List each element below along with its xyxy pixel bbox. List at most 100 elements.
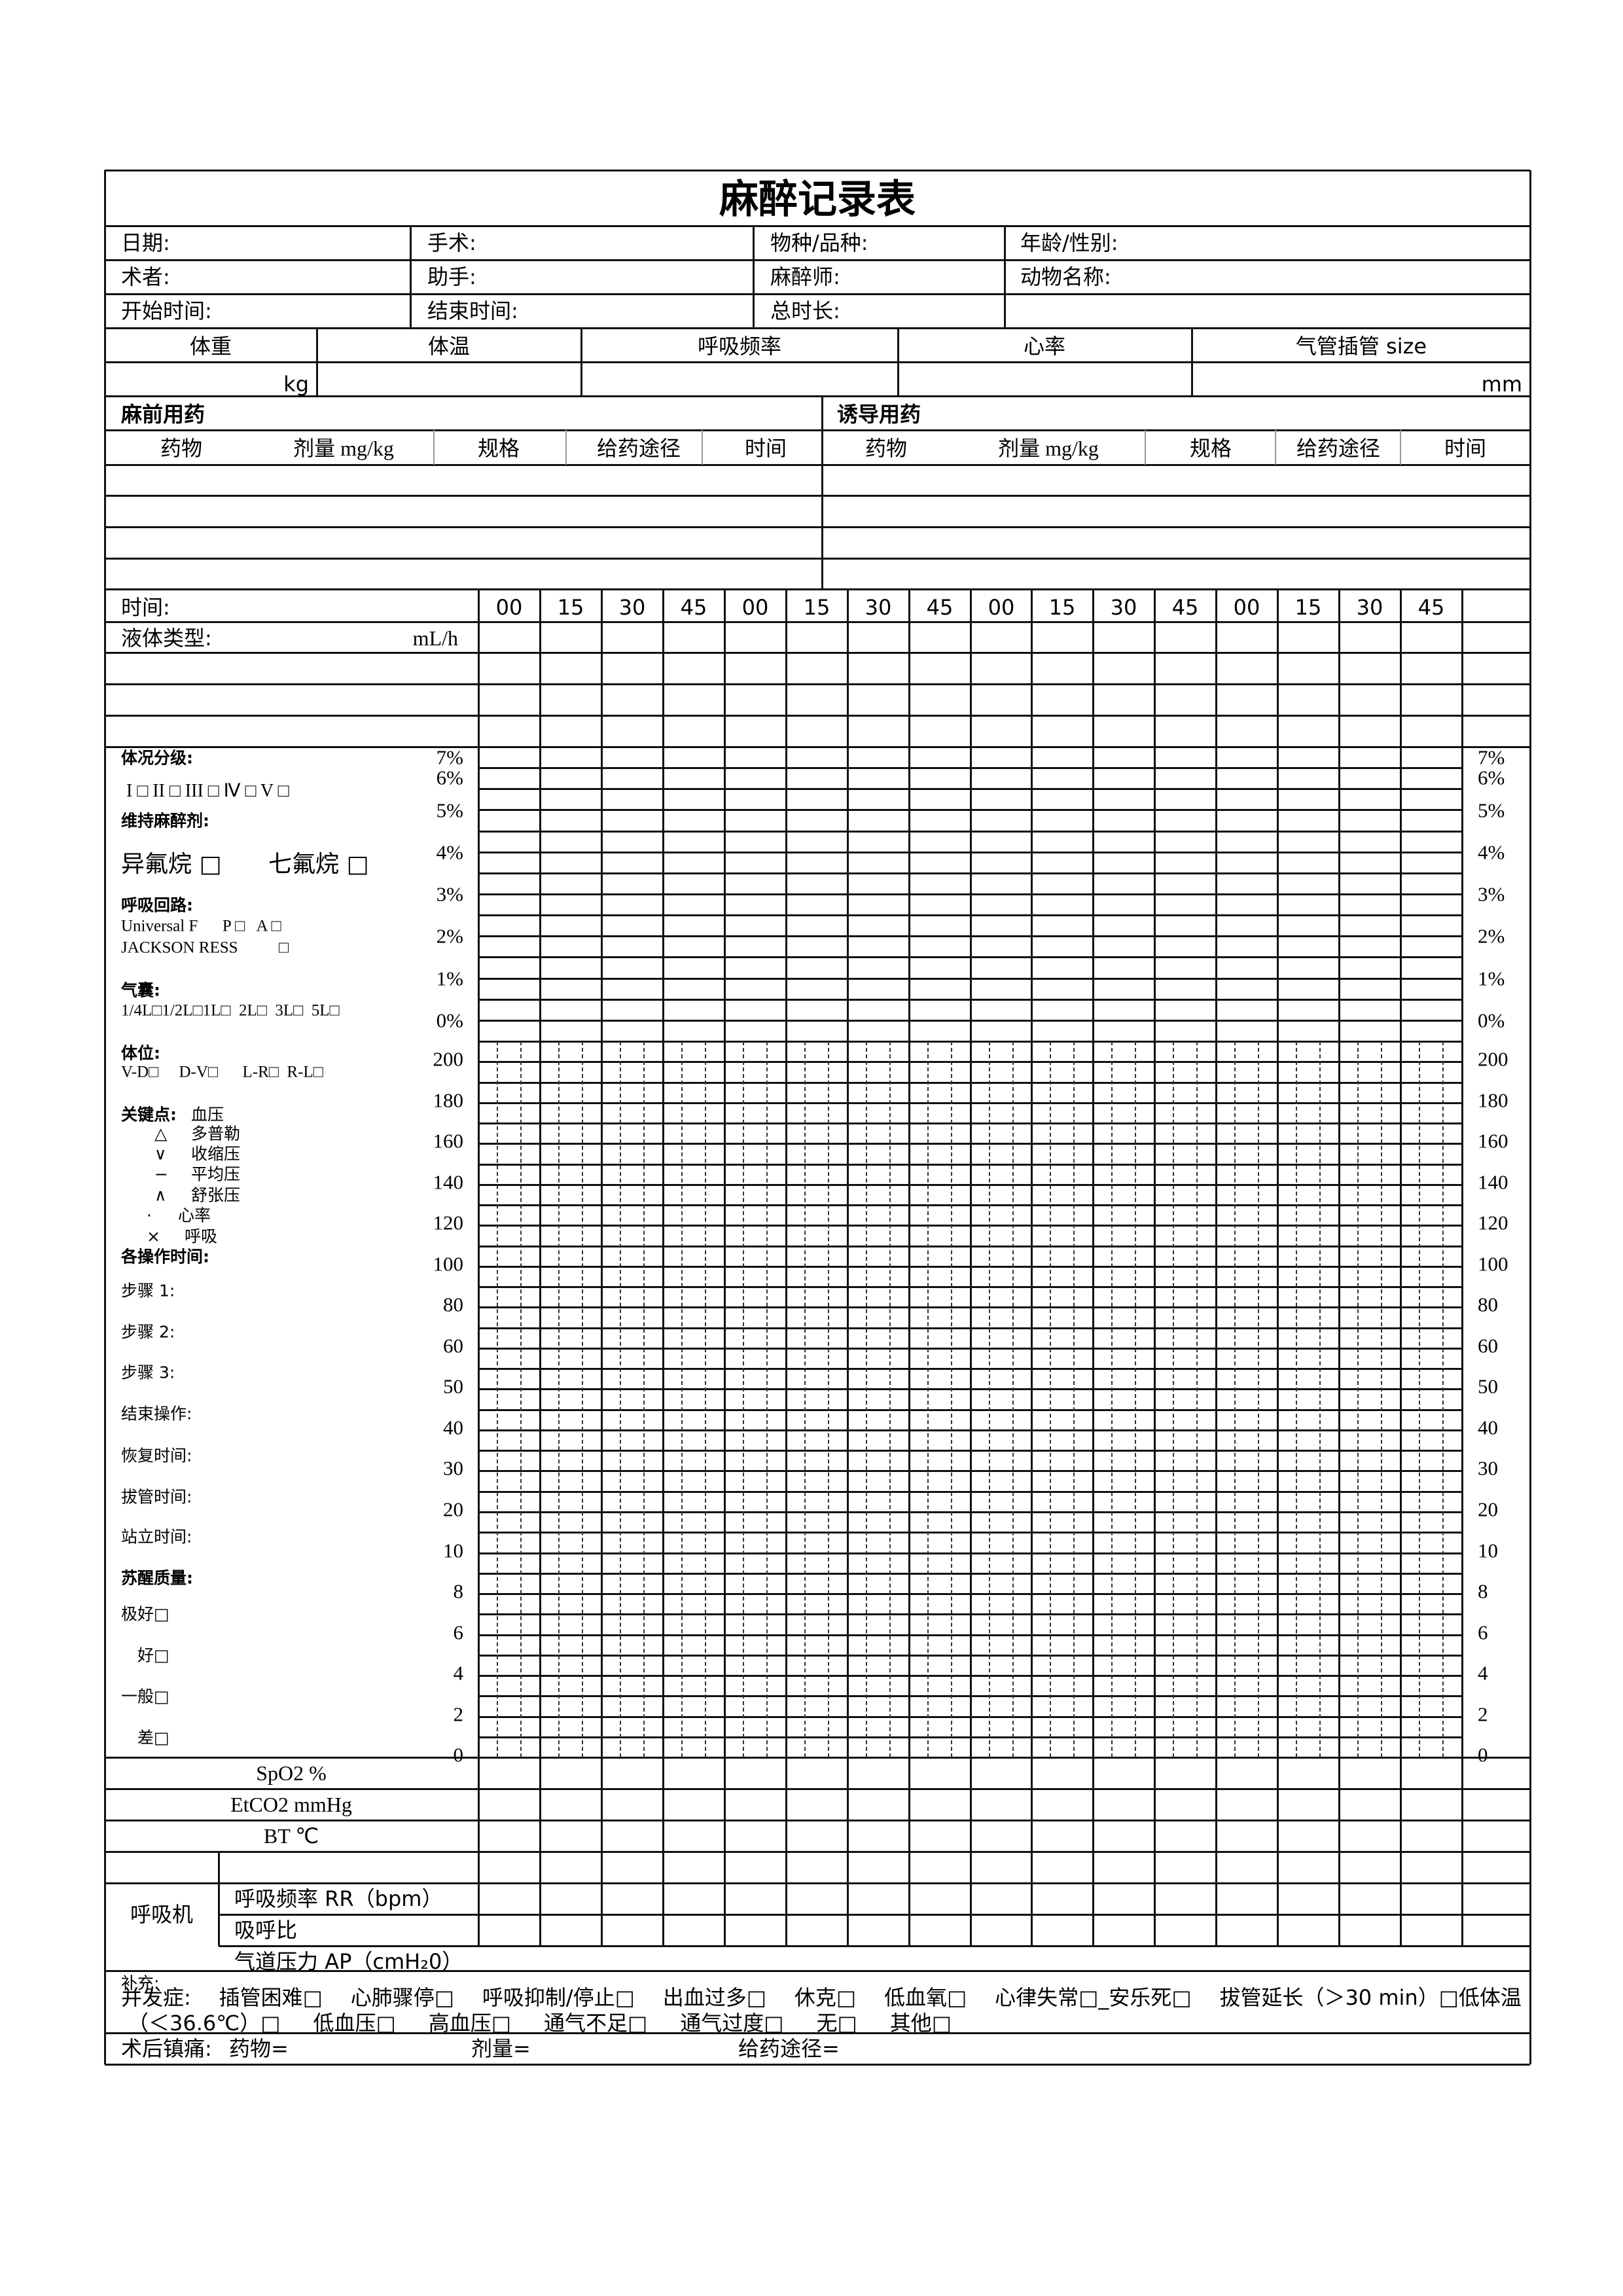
sevoflurane-checkbox[interactable]: 七氟烷 □ xyxy=(268,851,369,878)
agent-axis-label-right: 7% xyxy=(1478,745,1505,769)
recovery-poor-checkbox[interactable]: 差□ xyxy=(137,1728,169,1748)
vital-axis-label-left: 6 xyxy=(453,1621,464,1644)
tube-unit: mm xyxy=(1481,372,1522,397)
circuit-universal[interactable]: Universal F P □ A □ xyxy=(121,917,281,935)
time-tick-label: 45 xyxy=(1171,595,1199,620)
agent-axis-label-right: 3% xyxy=(1478,882,1505,906)
recovery-time-field[interactable]: 恢复时间: xyxy=(121,1446,192,1465)
complication-checkbox[interactable]: 拔管延长（＞30 min）□低体温 xyxy=(1219,1985,1522,2010)
complication-checkbox[interactable]: 其他□ xyxy=(889,2011,952,2036)
animal-name-field[interactable]: 动物名称: xyxy=(1020,264,1111,289)
dashed-rule xyxy=(743,1041,744,1757)
step-1-field[interactable]: 步骤 1: xyxy=(121,1281,175,1300)
heart-rate-header: 心率 xyxy=(1023,334,1066,359)
respiratory-rate-header: 呼吸频率 xyxy=(697,334,782,359)
complication-checkbox[interactable]: 高血压□ xyxy=(428,2011,511,2036)
assistant-field[interactable]: 助手: xyxy=(427,264,476,289)
total-duration-field[interactable]: 总时长: xyxy=(770,298,840,323)
time-tick-label: 00 xyxy=(741,595,769,620)
vertical-rule xyxy=(1400,430,1401,465)
date-field[interactable]: 日期: xyxy=(121,230,170,255)
anesthetist-field[interactable]: 麻醉师: xyxy=(770,264,840,289)
extubation-time-field[interactable]: 拔管时间: xyxy=(121,1487,192,1507)
temperature-header: 体温 xyxy=(427,334,471,359)
complication-checkbox[interactable]: 心律失常□_安乐死□ xyxy=(995,1985,1192,2010)
species-breed-field[interactable]: 物种/品种: xyxy=(770,230,868,255)
recovery-excellent-checkbox[interactable]: 极好□ xyxy=(121,1604,169,1624)
step-3-field[interactable]: 步骤 3: xyxy=(121,1363,175,1382)
complication-checkbox[interactable]: 呼吸抑制/停止□ xyxy=(482,1985,635,2010)
agent-axis-label-right: 6% xyxy=(1478,766,1505,789)
complication-checkbox[interactable]: 通气过度□ xyxy=(680,2011,784,2036)
dashed-rule xyxy=(643,1041,645,1757)
vertical-rule xyxy=(821,396,823,589)
complication-checkbox[interactable]: 休克□ xyxy=(794,1985,857,2010)
dashed-rule xyxy=(1296,1041,1297,1757)
agent-axis-label-left: 7% xyxy=(436,745,463,769)
premed-spec-header: 规格 xyxy=(477,436,520,461)
step-2-field[interactable]: 步骤 2: xyxy=(121,1322,175,1342)
vertical-rule xyxy=(580,328,582,396)
complication-checkbox[interactable]: （＜36.6℃）□ xyxy=(128,2011,281,2036)
analgesia-label: 术后镇痛: xyxy=(121,2036,212,2061)
horizontal-rule xyxy=(478,1184,1462,1186)
complication-checkbox[interactable]: 低血压□ xyxy=(313,2011,396,2036)
horizontal-rule xyxy=(105,361,1530,363)
horizontal-rule xyxy=(478,914,1462,916)
complication-checkbox[interactable]: 低血氧□ xyxy=(883,1985,967,2010)
vital-axis-label-left: 10 xyxy=(443,1539,463,1562)
horizontal-rule xyxy=(105,746,1530,748)
ops-title: 各操作时间: xyxy=(121,1247,209,1266)
dashed-rule xyxy=(1173,1041,1174,1757)
horizontal-rule xyxy=(105,2064,1530,2066)
horizontal-rule xyxy=(105,495,1530,497)
dashed-rule xyxy=(951,1041,952,1757)
dashed-rule xyxy=(989,1041,990,1757)
position-options[interactable]: V-D□ D-V□ L-R□ R-L□ xyxy=(121,1063,323,1081)
end-time-field[interactable]: 结束时间: xyxy=(427,298,518,323)
complication-checkbox[interactable]: 通气不足□ xyxy=(543,2011,648,2036)
isoflurane-checkbox[interactable]: 异氟烷 □ xyxy=(121,851,222,878)
analgesia-route-field[interactable]: 给药途径= xyxy=(738,2036,840,2061)
complication-checkbox[interactable]: 无□ xyxy=(816,2011,857,2036)
analgesia-dose-field[interactable]: 剂量= xyxy=(471,2036,531,2061)
recovery-good-checkbox[interactable]: 好□ xyxy=(137,1645,169,1665)
dashed-rule xyxy=(558,1041,560,1757)
surgeon-field[interactable]: 术者: xyxy=(121,264,170,289)
vital-axis-label-right: 60 xyxy=(1478,1334,1498,1357)
vital-axis-label-right: 4 xyxy=(1478,1661,1488,1685)
horizontal-rule xyxy=(478,1225,1462,1227)
dashed-rule xyxy=(681,1041,683,1757)
surgery-field[interactable]: 手术: xyxy=(427,230,476,255)
horizontal-rule xyxy=(105,429,1530,431)
time-tick-label: 00 xyxy=(495,595,523,620)
analgesia-drug-field[interactable]: 药物= xyxy=(229,2036,289,2061)
bag-options[interactable]: 1/4L□1/2L□1L□ 2L□ 3L□ 5L□ xyxy=(121,1001,340,1020)
standing-time-field[interactable]: 站立时间: xyxy=(121,1527,192,1547)
complication-checkbox[interactable]: 心肺骤停□ xyxy=(350,1985,455,2010)
complication-checkbox[interactable]: 插管困难□ xyxy=(219,1985,323,2010)
horizontal-rule xyxy=(478,788,1462,790)
vertical-rule xyxy=(1191,328,1193,396)
recovery-fair-checkbox[interactable]: 一般□ xyxy=(121,1687,169,1706)
vital-axis-label-left: 8 xyxy=(453,1579,464,1603)
age-sex-field[interactable]: 年龄/性别: xyxy=(1020,230,1118,255)
complications-label: 并发症: xyxy=(121,1985,191,2010)
horizontal-rule xyxy=(478,1143,1462,1145)
supplement-field[interactable]: 补充: xyxy=(121,1973,160,1993)
horizontal-rule xyxy=(478,767,1462,769)
circuit-title: 呼吸回路: xyxy=(121,895,193,915)
complication-checkbox[interactable]: 出血过多□ xyxy=(662,1985,767,2010)
end-operation-field[interactable]: 结束操作: xyxy=(121,1404,192,1424)
dashed-rule xyxy=(705,1041,706,1757)
horizontal-rule xyxy=(478,1511,1462,1513)
start-time-field[interactable]: 开始时间: xyxy=(121,298,212,323)
horizontal-rule xyxy=(478,1675,1462,1677)
circuit-jackson[interactable]: JACKSON RESS □ xyxy=(121,939,289,957)
rr-label: 呼吸频率 RR（bpm） xyxy=(234,1886,443,1911)
vital-axis-label-left: 4 xyxy=(453,1661,464,1685)
horizontal-rule xyxy=(478,1388,1462,1390)
horizontal-rule xyxy=(478,1450,1462,1452)
asa-options[interactable]: I □ II □ III □ Ⅳ □ V □ xyxy=(126,781,289,801)
horizontal-rule xyxy=(478,978,1462,980)
